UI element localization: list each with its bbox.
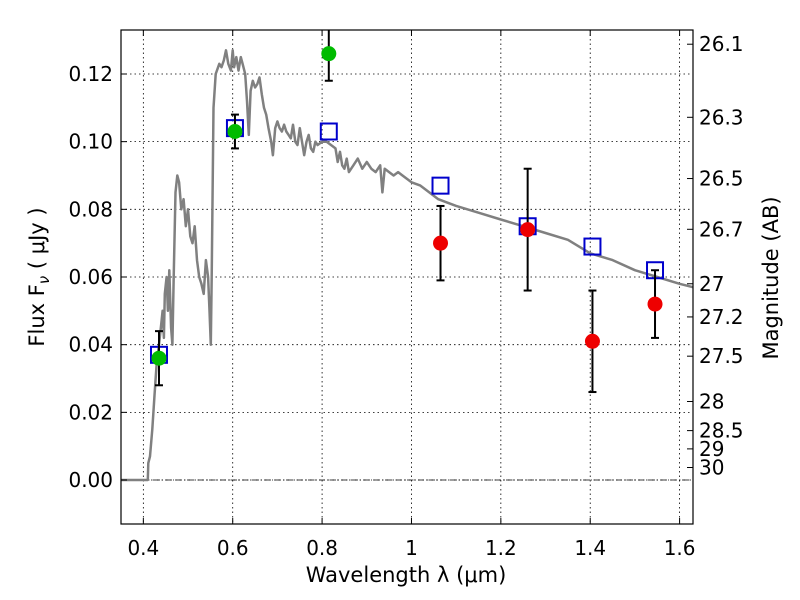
axis-ticks: 0.4 0.6 0.8 1 1.2 1.4 1.6 0.00 0.02 0.04 0.06 0.08 0… (68, 30, 744, 560)
x-tick-label: 1 (405, 536, 418, 560)
y2-tick-label: 27 (699, 272, 724, 296)
y-tick-label: 0.00 (68, 468, 113, 492)
x-tick-label: 1.6 (664, 536, 696, 560)
x-tick-label: 0.6 (217, 536, 249, 560)
y2-tick-label: 28.5 (699, 419, 744, 443)
green-data-point (151, 350, 167, 366)
x-axis-label: Wavelength λ (μm) (306, 563, 507, 587)
data-markers (149, 30, 665, 394)
x-tick-label: 1.4 (574, 536, 606, 560)
red-data-point (584, 333, 600, 349)
model-square-marker (319, 122, 338, 141)
y-axis-label: Flux Fν ( μJy ) (25, 207, 53, 346)
y-tick-label: 0.08 (68, 197, 113, 221)
model-spectrum (121, 49, 694, 482)
y-axis-label-main: Flux F (25, 284, 49, 346)
spectrum-line (121, 49, 694, 482)
y2-tick-label: 26.7 (699, 217, 744, 241)
y2-tick-label: 26.5 (699, 167, 744, 191)
y-tick-label: 0.06 (68, 265, 113, 289)
x-tick-label: 1.2 (485, 536, 517, 560)
y2-axis-label: Magnitude (AB) (759, 196, 783, 359)
y-axis-label-subscript: ν (35, 276, 53, 284)
y-tick-label: 0.12 (68, 62, 113, 86)
y2-tick-label: 27.5 (699, 344, 744, 368)
model-square-marker (431, 176, 450, 195)
y2-tick-label: 30 (699, 455, 724, 479)
red-data-point (433, 235, 449, 251)
y2-tick-label: 29 (699, 437, 724, 461)
y-tick-label: 0.04 (68, 333, 113, 357)
green-data-point (321, 46, 337, 62)
x-tick-label: 0.8 (306, 536, 338, 560)
x-tick-label: 0.4 (127, 536, 159, 560)
model-square-marker (583, 237, 602, 256)
grid-lines (121, 30, 693, 524)
y2-tick-label: 27.2 (699, 305, 744, 329)
y2-tick-label: 28 (699, 390, 724, 414)
y-axis-label-unit: ( μJy ) (25, 207, 49, 275)
y2-tick-label: 26.1 (699, 32, 744, 56)
y2-tick-label: 26.3 (699, 105, 744, 129)
green-data-point (227, 124, 243, 140)
red-data-point (520, 222, 536, 238)
y-tick-label: 0.10 (68, 130, 113, 154)
red-data-point (647, 296, 663, 312)
y-tick-label: 0.02 (68, 400, 113, 424)
